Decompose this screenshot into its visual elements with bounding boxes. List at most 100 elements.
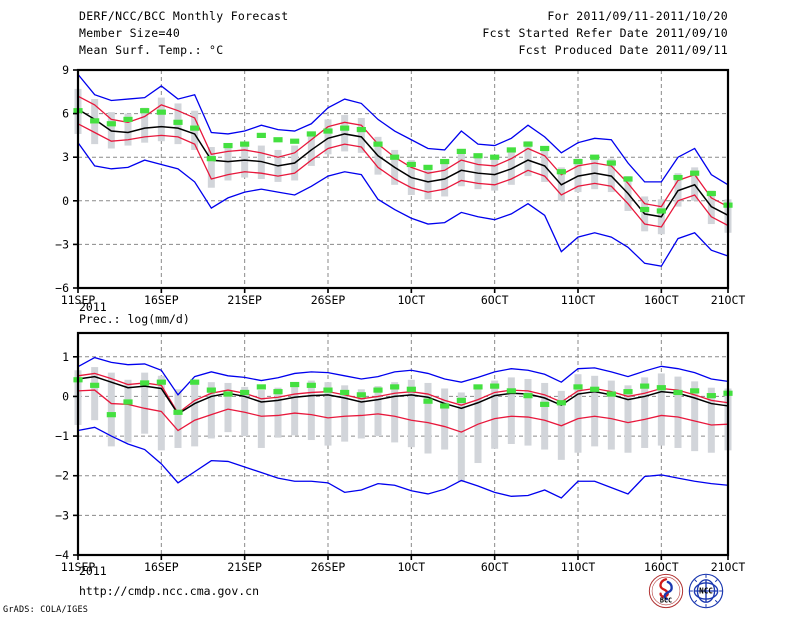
forecast-period-label: For 2011/09/11-2011/10/20 bbox=[547, 9, 728, 23]
series-line-ensemble-max bbox=[77, 73, 729, 186]
series-line-ensemble-min bbox=[77, 426, 729, 499]
ensemble-spread-bar bbox=[441, 388, 449, 450]
y-tick-label: 3 bbox=[62, 150, 69, 164]
svg-text:BCC: BCC bbox=[660, 596, 672, 604]
series-line-ensemble-max bbox=[77, 356, 729, 396]
ensemble-spread-bar bbox=[107, 372, 115, 447]
x-tick-label: 6OCT bbox=[481, 293, 509, 307]
ensemble-spread-bar bbox=[407, 379, 415, 448]
website-url[interactable]: http://cmdp.ncc.cma.gov.cn bbox=[79, 584, 260, 598]
ensemble-spread-bar bbox=[307, 380, 315, 441]
forecast-title: DERF/NCC/BCC Monthly Forecast bbox=[79, 9, 289, 23]
year-label-top: 2011 bbox=[79, 300, 107, 314]
ensemble-spread-bar bbox=[324, 382, 332, 446]
ensemble-spread-bar bbox=[424, 382, 432, 454]
x-tick-label: 11SEP bbox=[61, 293, 96, 307]
ensemble-spread-bar bbox=[591, 375, 599, 447]
svg-text:NCC: NCC bbox=[699, 587, 713, 596]
y-tick-label: −4 bbox=[55, 548, 69, 562]
ensemble-spread-bar bbox=[207, 147, 215, 188]
ensemble-spread-bar bbox=[524, 378, 532, 446]
plot-frame bbox=[76, 331, 730, 557]
x-tick-label: 11SEP bbox=[61, 560, 96, 574]
ensemble-spread-bar bbox=[324, 119, 332, 155]
grads-credit: GrADS: COLA/IGES bbox=[3, 605, 89, 615]
plot-frame bbox=[76, 68, 730, 290]
ensemble-spread-bar bbox=[641, 377, 649, 448]
ensemble-spread-bar bbox=[507, 377, 515, 444]
variable-label-temperature: Mean Surf. Temp.: °C bbox=[79, 43, 224, 57]
ensemble-spread-bar bbox=[341, 385, 349, 442]
x-tick-label: 21SEP bbox=[227, 560, 262, 574]
ensemble-spread-bar bbox=[357, 117, 365, 153]
x-tick-label: 16SEP bbox=[144, 293, 179, 307]
ensemble-spread-bar bbox=[491, 380, 499, 449]
variable-label-precipitation: Prec.: log(mm/d) bbox=[79, 312, 190, 326]
x-tick-label: 21SEP bbox=[227, 293, 262, 307]
ensemble-spread-bar bbox=[357, 389, 365, 439]
x-tick-label: 1OCT bbox=[397, 293, 425, 307]
y-tick-label: 0 bbox=[62, 194, 69, 208]
ensemble-spread-bar bbox=[141, 107, 149, 143]
y-tick-label: −1 bbox=[55, 429, 69, 443]
y-tick-label: −3 bbox=[55, 508, 69, 522]
ensemble-spread-bar bbox=[274, 387, 282, 438]
series-line-upper-quartile bbox=[77, 372, 729, 415]
x-tick-label: 1OCT bbox=[397, 560, 425, 574]
series-line-upper-quartile bbox=[77, 95, 729, 208]
ensemble-spread-bar bbox=[191, 382, 199, 447]
y-tick-label: −6 bbox=[55, 281, 69, 295]
ensemble-spread-bar bbox=[541, 382, 549, 450]
ensemble-spread-bar bbox=[657, 373, 665, 446]
ensemble-spread-bar bbox=[691, 381, 699, 452]
y-tick-label: −2 bbox=[55, 469, 69, 483]
x-tick-label: 26SEP bbox=[311, 293, 346, 307]
x-tick-label: 16OCT bbox=[644, 560, 679, 574]
forecast-produced-date-label: Fcst Produced Date 2011/09/11 bbox=[518, 43, 728, 57]
x-tick-label: 21OCT bbox=[711, 560, 746, 574]
x-tick-label: 16SEP bbox=[144, 560, 179, 574]
ensemble-spread-bar bbox=[141, 372, 149, 434]
ensemble-spread-bar bbox=[374, 386, 382, 437]
forecast-refer-date-label: Fcst Started Refer Date 2011/09/10 bbox=[482, 26, 728, 40]
y-tick-label: −3 bbox=[55, 237, 69, 251]
ensemble-spread-bar bbox=[124, 113, 132, 146]
ensemble-spread-bar bbox=[157, 97, 165, 142]
ensemble-spread-bar bbox=[241, 386, 249, 437]
ensemble-spread-bar bbox=[291, 382, 299, 436]
series-line-ensemble-mean bbox=[77, 108, 729, 218]
x-tick-label: 16OCT bbox=[644, 293, 679, 307]
ensemble-spread-bar bbox=[674, 376, 682, 448]
member-size-label: Member Size=40 bbox=[79, 26, 181, 40]
x-tick-label: 6OCT bbox=[481, 560, 509, 574]
y-tick-label: 6 bbox=[62, 107, 69, 121]
ensemble-spread-bar bbox=[624, 385, 632, 453]
x-tick-label: 11OCT bbox=[561, 560, 596, 574]
x-tick-label: 26SEP bbox=[311, 560, 346, 574]
ensemble-spread-bar bbox=[91, 367, 99, 421]
ensemble-spread-bar bbox=[257, 390, 265, 448]
ensemble-spread-bar bbox=[391, 382, 399, 443]
ensemble-spread-bar bbox=[174, 389, 182, 448]
ensemble-spread-bar bbox=[207, 382, 215, 439]
series-line-lower-quartile bbox=[77, 389, 729, 433]
ensemble-spread-bar bbox=[607, 380, 615, 450]
ncc-logo: NCC bbox=[688, 573, 724, 609]
ensemble-spread-bar bbox=[157, 375, 165, 451]
series-line-ensemble-mean bbox=[77, 375, 729, 415]
x-tick-label: 21OCT bbox=[711, 293, 746, 307]
ensemble-spread-bar bbox=[224, 382, 232, 433]
series-line-lower-quartile bbox=[77, 123, 729, 228]
year-label-bottom: 2011 bbox=[79, 564, 107, 578]
ensemble-spread-bar bbox=[574, 374, 582, 453]
y-tick-label: 0 bbox=[62, 389, 69, 403]
ensemble-spread-bar bbox=[524, 141, 532, 177]
x-tick-label: 11OCT bbox=[561, 293, 596, 307]
ensemble-spread-bar bbox=[707, 387, 715, 453]
y-tick-label: 9 bbox=[62, 63, 69, 77]
ensemble-spread-bar bbox=[457, 392, 465, 483]
bcc-logo: BCC bbox=[648, 573, 684, 609]
